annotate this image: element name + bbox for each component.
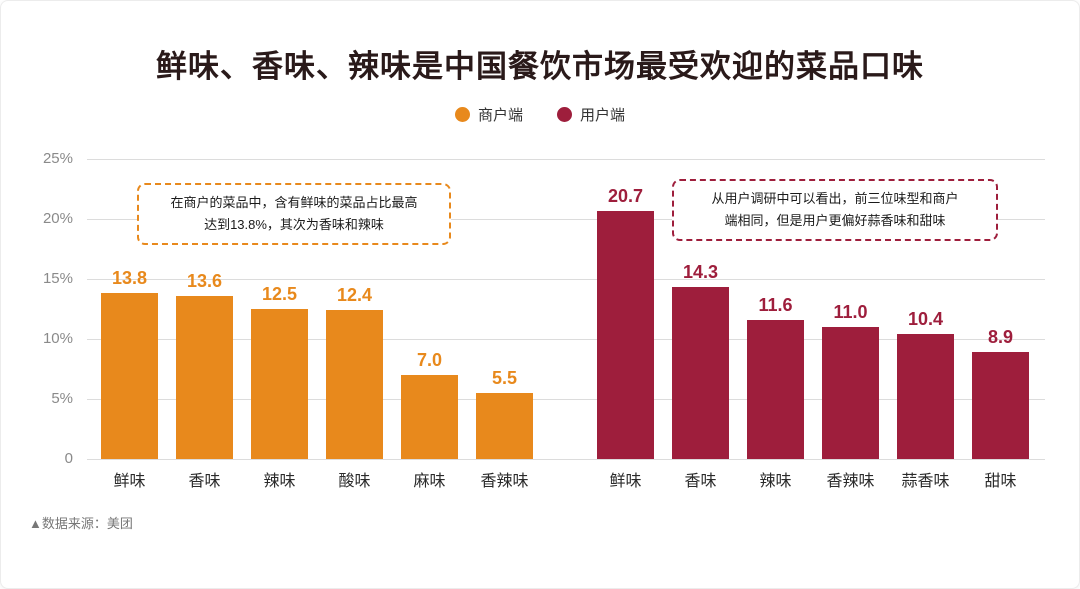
bar	[476, 393, 533, 459]
bar-group-商户端-鲜味: 13.8	[101, 268, 158, 459]
bar	[176, 296, 233, 459]
bar-group-用户端-甜味: 8.9	[972, 327, 1029, 459]
x-axis-label: 香味	[188, 473, 221, 490]
x-axis-label: 甜味	[984, 473, 1017, 490]
bar-group-商户端-酸味: 12.4	[326, 285, 383, 459]
bar-value-label: 7.0	[416, 350, 443, 370]
x-axis-label: 鲜味	[609, 473, 642, 490]
bar-group-商户端-香辣味: 5.5	[476, 368, 533, 459]
bar	[747, 320, 804, 459]
annotation-user: 从用户调研中可以看出，前三位味型和商户 端相同，但是用户更偏好蒜香味和甜味	[672, 179, 998, 242]
x-axis-label: 麻味	[413, 473, 446, 490]
legend-label: 商户端	[477, 107, 523, 124]
bar-group-商户端-香味: 13.6	[176, 271, 233, 459]
bar	[326, 310, 383, 459]
bar-group-用户端-香辣味: 11.0	[822, 302, 879, 459]
bar-value-label: 20.7	[607, 186, 644, 206]
legend-item-user: 用户端	[557, 104, 625, 125]
y-tick-label: 10%	[42, 330, 73, 347]
y-tick-label: 15%	[42, 270, 73, 287]
bar	[897, 334, 954, 459]
series-gap	[551, 467, 579, 491]
bar-group-用户端-香味: 14.3	[672, 262, 729, 459]
bar-group-商户端-辣味: 12.5	[251, 284, 308, 459]
x-axis-label: 鲜味	[113, 473, 146, 490]
y-tick-label: 25%	[42, 150, 73, 167]
bar	[401, 375, 458, 459]
bars-row: 13.8 13.6 12.5 12.4 7.0 5.5 20.7 14.3 11.6 11.0 10…	[87, 159, 1045, 459]
x-axis-label: 酸味	[338, 473, 371, 490]
bar-group-商户端-麻味: 7.0	[401, 350, 458, 459]
bar-value-label: 14.3	[682, 262, 719, 282]
x-axis: 鲜味 香味 辣味 酸味 麻味 香辣味 鲜味 香味 辣味 香辣味 蒜香味 甜味	[87, 467, 1051, 491]
bar-value-label: 8.9	[987, 327, 1014, 347]
legend-item-merchant: 商户端	[454, 104, 523, 125]
y-tick-label: 5%	[51, 390, 73, 407]
x-axis-label: 蒜香味	[901, 473, 950, 490]
gridline	[87, 219, 1045, 220]
gridline	[87, 159, 1045, 160]
bar-value-label: 5.5	[491, 368, 518, 388]
bar-value-label: 11.0	[833, 302, 868, 322]
bar	[101, 293, 158, 459]
bar	[972, 352, 1029, 459]
annotation-merchant: 在商户的菜品中，含有鲜味的菜品占比最高 达到13.8%，其次为香味和辣味	[137, 183, 451, 246]
legend-label: 用户端	[580, 107, 626, 124]
legend: 商户端 用户端	[29, 104, 1051, 125]
x-axis-label: 香辣味	[480, 473, 529, 490]
x-axis-label: 辣味	[759, 473, 792, 490]
legend-dot	[454, 107, 470, 122]
bar-value-label: 10.4	[907, 309, 944, 329]
bar	[822, 327, 879, 459]
plot-area: 13.8 13.6 12.5 12.4 7.0 5.5 20.7 14.3 11.6 11.0 10…	[87, 159, 1045, 460]
gridline	[87, 339, 1045, 340]
bar-value-label: 12.5	[261, 284, 298, 304]
x-axis-label: 香味	[684, 473, 717, 490]
gridline	[87, 399, 1045, 400]
data-source-note: ▲数据来源：美团	[29, 516, 133, 531]
bar-value-label: 11.6	[758, 295, 793, 315]
gridline	[87, 279, 1045, 280]
chart-title: 鲜味、香味、辣味是中国餐饮市场最受欢迎的菜品口味	[156, 49, 924, 84]
x-axis-label: 香辣味	[826, 473, 875, 490]
bar	[597, 211, 654, 459]
x-axis-labels: 鲜味 香味 辣味 酸味 麻味 香辣味 鲜味 香味 辣味 香辣味 蒜香味 甜味	[101, 467, 1051, 491]
x-axis-label: 辣味	[263, 473, 296, 490]
gridline	[87, 459, 1045, 460]
bar-value-label: 13.8	[111, 268, 148, 288]
bar	[672, 287, 729, 459]
bar-group-用户端-辣味: 11.6	[747, 295, 804, 459]
y-axis: 25% 20% 15% 10% 5% 0	[29, 150, 87, 467]
y-tick-label: 0	[64, 450, 73, 467]
bar-value-label: 12.4	[336, 285, 373, 305]
bar-group-用户端-蒜香味: 10.4	[897, 309, 954, 459]
legend-dot	[557, 107, 572, 122]
bar	[251, 309, 308, 459]
bar-value-label: 13.6	[186, 271, 223, 291]
y-tick-label: 20%	[42, 210, 73, 227]
bar-group-用户端-鲜味: 20.7	[597, 186, 654, 459]
chart-area: 25% 20% 15% 10% 5% 0 13.8 13.6 12.5 12.4 7.0 5.5 20…	[29, 150, 1051, 467]
